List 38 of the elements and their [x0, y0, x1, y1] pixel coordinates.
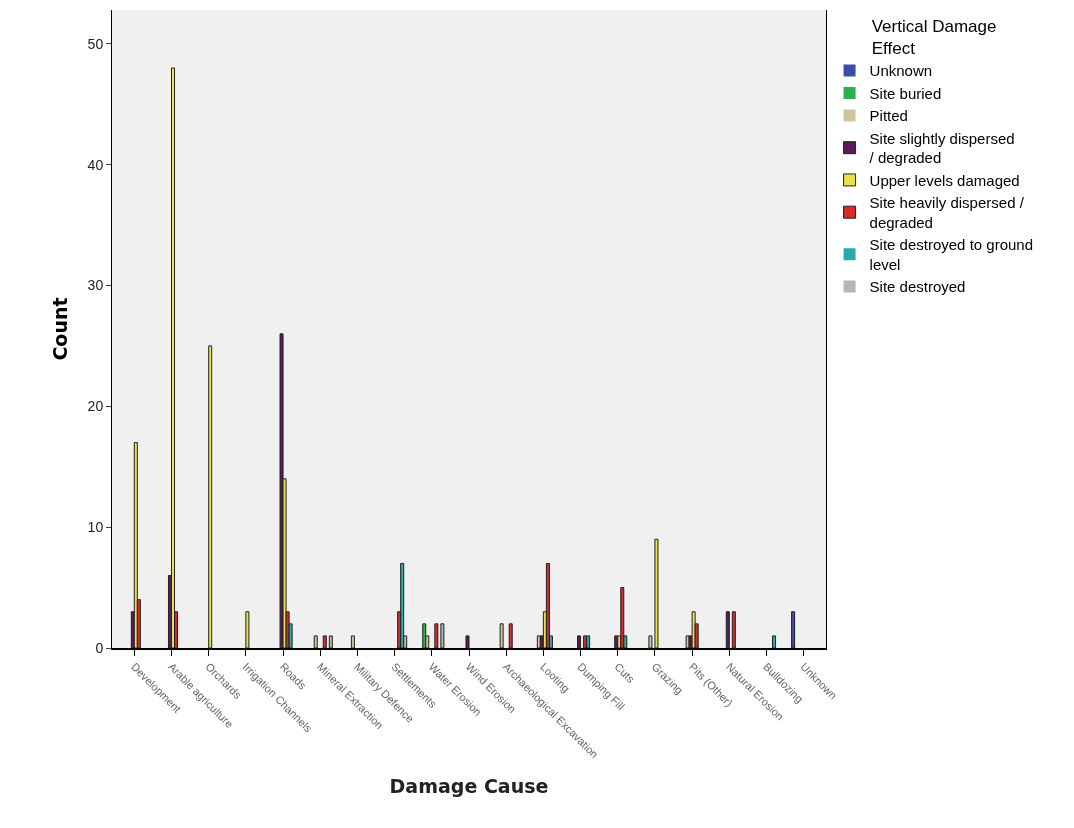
x-axis-title: Damage Cause — [389, 774, 549, 797]
bar — [245, 611, 250, 648]
bar — [508, 623, 513, 648]
y-tick-label: 20 — [87, 398, 104, 415]
bar — [691, 611, 696, 648]
bar — [313, 635, 318, 648]
bar — [171, 67, 176, 648]
bar — [499, 623, 504, 648]
bar — [725, 611, 730, 648]
y-tick-label: 50 — [87, 35, 104, 52]
bar — [400, 562, 405, 648]
legend-label: Site destroyed to ground level — [869, 236, 1034, 273]
bar — [350, 635, 355, 648]
legend-title: Vertical Damage Effect — [871, 17, 997, 59]
legend-label: Site buried — [869, 84, 942, 102]
bar — [545, 562, 550, 648]
y-tick-label: 0 — [95, 639, 104, 656]
y-tick-label: 40 — [87, 156, 104, 173]
legend-label: Unknown — [869, 62, 933, 80]
y-tick-label: 10 — [87, 519, 104, 536]
bar — [731, 611, 736, 648]
bar — [465, 635, 470, 648]
legend-label: Site heavily dispersed / degraded — [869, 194, 1025, 231]
bar — [620, 587, 625, 648]
bar — [791, 611, 796, 648]
bar — [328, 635, 333, 648]
legend-label: Pitted — [869, 107, 908, 125]
bar — [133, 442, 138, 648]
y-axis-title: Count — [49, 297, 72, 361]
legend-label: Site slightly dispersed / degraded — [869, 129, 1015, 167]
y-tick-label: 30 — [87, 277, 104, 294]
bar — [279, 333, 284, 648]
bar — [577, 635, 582, 648]
bar — [208, 345, 213, 648]
bar — [772, 635, 777, 648]
bar — [322, 635, 327, 648]
legend-label: Site destroyed — [869, 278, 966, 296]
legend-label: Upper levels damaged — [869, 171, 1020, 189]
